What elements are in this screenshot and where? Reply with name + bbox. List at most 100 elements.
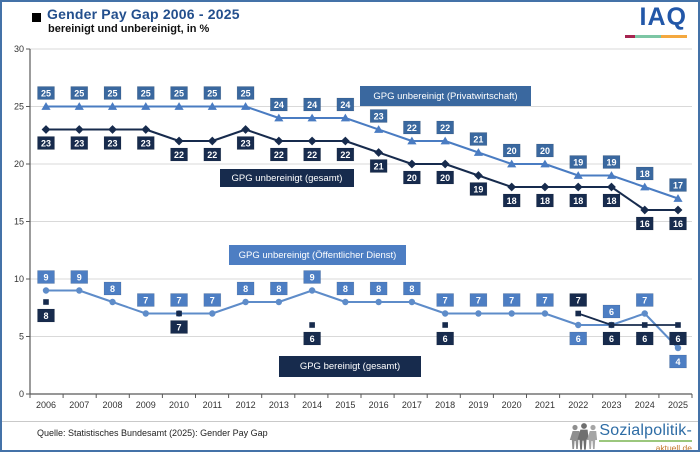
series-1-labels: 23 23 23 23 22 22 23 22 22 22 21 20 20 19 18 18 18 18 16 16 [37,136,687,231]
svg-text:23: 23 [241,139,251,149]
svg-text:20: 20 [14,159,24,169]
svg-text:22: 22 [340,150,350,160]
svg-text:25: 25 [141,89,151,99]
series-3-labels: 8 7 6 6 7 6 6 6 [37,293,687,346]
svg-text:9: 9 [77,273,82,283]
y-axis-labels: 0 5 10 15 20 25 30 [14,44,24,399]
iaq-underline-segment-green [635,35,661,38]
axes [26,48,693,398]
svg-text:16: 16 [640,219,650,229]
svg-text:2024: 2024 [635,400,655,410]
svg-text:2023: 2023 [601,400,621,410]
svg-text:2016: 2016 [369,400,389,410]
svg-text:7: 7 [177,296,182,306]
svg-text:24: 24 [274,100,284,110]
svg-text:2010: 2010 [169,400,189,410]
svg-text:2021: 2021 [535,400,555,410]
svg-text:7: 7 [177,323,182,333]
svg-text:23: 23 [74,139,84,149]
svg-text:7: 7 [542,296,547,306]
svg-text:25: 25 [241,89,251,99]
svg-text:30: 30 [14,44,24,54]
svg-text:22: 22 [207,150,217,160]
svg-text:2011: 2011 [203,400,222,410]
svg-text:9: 9 [310,273,315,283]
people-silhouettes-icon [570,423,598,450]
svg-text:22: 22 [440,123,450,133]
svg-text:6: 6 [675,334,680,344]
svg-text:23: 23 [108,139,118,149]
svg-text:8: 8 [376,284,381,294]
svg-text:18: 18 [507,196,517,206]
svg-text:18: 18 [606,196,616,206]
svg-text:20: 20 [507,146,517,156]
svg-text:15: 15 [14,217,24,227]
series-0-labels: 25 25 25 25 25 25 25 24 24 24 23 22 22 21 20 20 19 19 18 17 [37,86,687,192]
svg-text:2006: 2006 [36,400,56,410]
svg-text:23: 23 [141,139,151,149]
svg-text:7: 7 [143,296,148,306]
sozialpolitik-logo-sub: aktuell.de [655,443,692,452]
svg-text:22: 22 [174,150,184,160]
iaq-underline-segment-orange [661,35,687,38]
svg-text:25: 25 [174,89,184,99]
svg-text:8: 8 [43,311,48,321]
svg-text:22: 22 [274,150,284,160]
page-title: Gender Pay Gap 2006 - 2025 [47,6,240,22]
svg-text:7: 7 [576,296,581,306]
sozialpolitik-logo-text: Sozialpolitik- aktuell.de [599,422,692,452]
svg-text:2020: 2020 [502,400,522,410]
series-2-labels: 9 9 8 7 7 7 8 8 9 8 8 8 7 7 7 7 6 6 7 4 [37,270,687,369]
svg-text:7: 7 [443,296,448,306]
svg-text:2013: 2013 [269,400,289,410]
svg-text:2009: 2009 [136,400,156,410]
svg-text:25: 25 [41,89,51,99]
svg-text:16: 16 [673,219,683,229]
svg-text:18: 18 [640,169,650,179]
svg-text:23: 23 [41,139,51,149]
svg-text:6: 6 [310,334,315,344]
svg-text:9: 9 [43,273,48,283]
svg-text:2014: 2014 [302,400,322,410]
svg-text:8: 8 [110,284,115,294]
title-bullet-square [32,13,41,22]
svg-text:20: 20 [540,146,550,156]
svg-text:2022: 2022 [568,400,588,410]
svg-text:6: 6 [642,334,647,344]
svg-text:2008: 2008 [103,400,123,410]
series-3 [43,299,681,328]
svg-text:10: 10 [14,274,24,284]
iaq-logo: IAQ [639,3,687,31]
svg-text:7: 7 [476,296,481,306]
svg-text:22: 22 [407,123,417,133]
iaq-logo-underline [625,35,687,38]
svg-text:6: 6 [609,307,614,317]
svg-text:2018: 2018 [435,400,455,410]
svg-text:25: 25 [74,89,84,99]
svg-text:6: 6 [609,334,614,344]
svg-text:2025: 2025 [668,400,688,410]
svg-text:24: 24 [307,100,317,110]
svg-text:0: 0 [19,389,24,399]
sozialpolitik-aktuell-logo: Sozialpolitik- aktuell.de [569,422,692,452]
legend-gpg-bereinigt-gesamt: GPG bereinigt (gesamt) [279,356,421,377]
svg-text:8: 8 [276,284,281,294]
iaq-underline-segment-maroon [625,35,635,38]
svg-text:19: 19 [473,185,483,195]
x-axis-labels: 2006 2007 2008 2009 2010 2011 2012 2013 2014 2015… [36,400,688,410]
svg-text:7: 7 [642,296,647,306]
svg-text:8: 8 [409,284,414,294]
svg-text:2015: 2015 [335,400,355,410]
footer-divider [2,421,698,422]
svg-text:8: 8 [343,284,348,294]
svg-text:19: 19 [573,158,583,168]
series-1 [41,125,683,215]
svg-text:20: 20 [440,173,450,183]
svg-text:24: 24 [340,100,350,110]
svg-text:19: 19 [606,158,616,168]
svg-text:21: 21 [374,162,384,172]
svg-text:7: 7 [509,296,514,306]
svg-text:20: 20 [407,173,417,183]
source-note: Quelle: Statistisches Bundesamt (2025): … [37,428,268,438]
